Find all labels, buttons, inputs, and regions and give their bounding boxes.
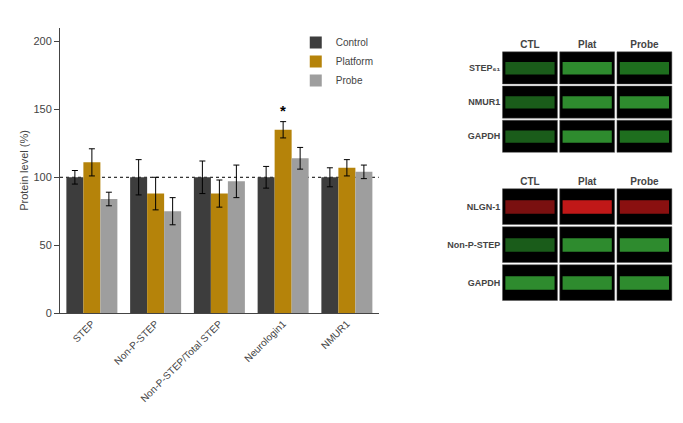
svg-text:Probe: Probe <box>336 75 363 86</box>
svg-text:Plat: Plat <box>578 39 597 50</box>
svg-text:Non-P-STEP: Non-P-STEP <box>447 240 500 250</box>
svg-text:GAPDH: GAPDH <box>468 131 501 141</box>
svg-text:CTL: CTL <box>520 39 539 50</box>
svg-text:Probe: Probe <box>630 176 659 187</box>
svg-text:100: 100 <box>33 171 51 183</box>
svg-text:GAPDH: GAPDH <box>468 278 501 288</box>
svg-text:NLGN-1: NLGN-1 <box>467 202 501 212</box>
svg-text:Control: Control <box>336 37 368 48</box>
svg-text:Probe: Probe <box>630 39 659 50</box>
svg-text:CTL: CTL <box>520 176 539 187</box>
svg-text:Non-P-STEP/Total STEP: Non-P-STEP/Total STEP <box>138 318 224 404</box>
svg-text:200: 200 <box>33 35 51 47</box>
svg-text:*: * <box>280 102 286 119</box>
svg-text:50: 50 <box>40 239 52 251</box>
svg-text:Plat: Plat <box>578 176 597 187</box>
svg-text:NMUR1: NMUR1 <box>319 318 352 351</box>
svg-text:150: 150 <box>33 103 51 115</box>
svg-text:Non-P-STEP: Non-P-STEP <box>112 318 161 367</box>
svg-text:STEP: STEP <box>71 318 97 344</box>
svg-text:Platform: Platform <box>336 56 373 67</box>
svg-text:STEP₆₁: STEP₆₁ <box>469 63 501 73</box>
svg-text:Protein level (%): Protein level (%) <box>18 130 30 211</box>
svg-text:Neurologin1: Neurologin1 <box>242 318 288 364</box>
svg-text:NMUR1: NMUR1 <box>468 97 500 107</box>
svg-text:0: 0 <box>46 307 52 319</box>
